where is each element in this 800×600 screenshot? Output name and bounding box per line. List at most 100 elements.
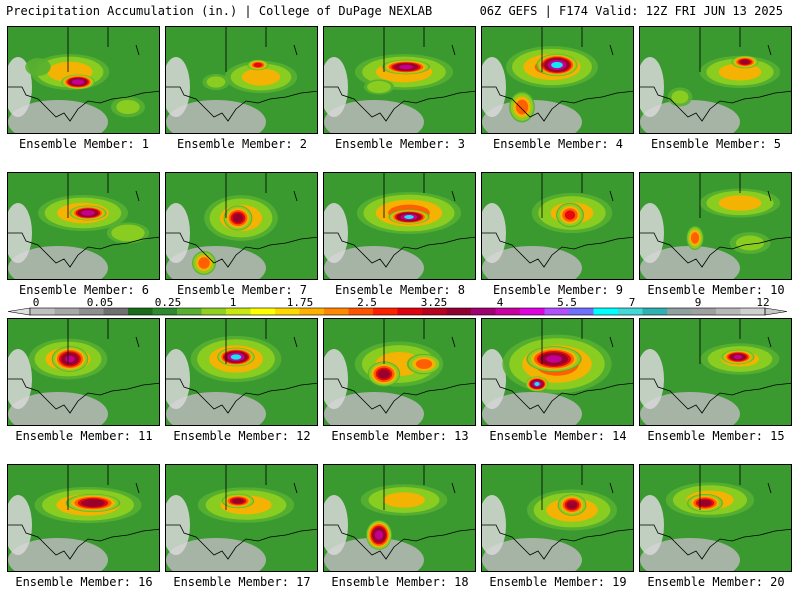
colorbar-swatch — [422, 308, 447, 315]
ensemble-map-panel — [7, 318, 160, 426]
ensemble-member-label: Ensemble Member: 19 — [489, 575, 627, 589]
ensemble-map-panel — [639, 318, 792, 426]
ensemble-member-label: Ensemble Member: 8 — [334, 283, 466, 297]
colorbar-swatch — [152, 308, 178, 315]
ensemble-member-label: Ensemble Member: 20 — [647, 575, 785, 589]
ensemble-member-label: Ensemble Member: 6 — [18, 283, 150, 297]
colorbar-swatch — [30, 308, 55, 315]
valid-time-info: 06Z GEFS | F174 Valid: 12Z FRI JUN 13 20… — [479, 4, 783, 18]
colorbar-tick-label: 5.5 — [557, 296, 577, 309]
ensemble-member-label: Ensemble Member: 14 — [489, 429, 627, 443]
colorbar-swatch — [446, 308, 472, 315]
ensemble-member-label: Ensemble Member: 17 — [173, 575, 311, 589]
colorbar-tick-label: 9 — [695, 296, 702, 309]
colorbar-legend: 0 0.05 0.25 1 1.75 2.5 3.25 4 5.5 7 9 12 — [7, 296, 788, 316]
precip-field — [482, 173, 633, 279]
colorbar-swatch — [79, 308, 104, 315]
colorbar-swatch — [716, 308, 741, 315]
colorbar-swatch — [642, 308, 668, 315]
ensemble-map-panel — [323, 172, 476, 280]
ensemble-member-label: Ensemble Member: 1 — [18, 137, 150, 151]
precip-field — [482, 319, 633, 425]
ensemble-member-label: Ensemble Member: 3 — [334, 137, 466, 151]
precip-field — [8, 465, 159, 571]
colorbar-swatch — [348, 308, 374, 315]
colorbar-swatch — [397, 308, 423, 315]
precip-field — [166, 319, 317, 425]
precip-field — [166, 173, 317, 279]
precip-field — [8, 27, 159, 133]
colorbar-swatch — [250, 308, 276, 315]
colorbar-swatch — [520, 308, 545, 315]
colorbar-swatch — [691, 308, 717, 315]
precip-field — [640, 173, 791, 279]
ensemble-map-panel — [165, 318, 318, 426]
colorbar-swatch — [471, 308, 496, 315]
colorbar-tick-label: 1.75 — [287, 296, 314, 309]
precip-field — [482, 465, 633, 571]
ensemble-member-label: Ensemble Member: 18 — [331, 575, 469, 589]
colorbar-swatch — [569, 308, 594, 315]
precip-field — [640, 27, 791, 133]
ensemble-map-panel — [639, 26, 792, 134]
colorbar-swatch — [373, 308, 398, 315]
colorbar-swatch — [740, 308, 766, 315]
ensemble-member-label: Ensemble Member: 13 — [331, 429, 469, 443]
colorbar-swatch — [495, 308, 521, 315]
colorbar-swatch — [226, 308, 251, 315]
ensemble-member-label: Ensemble Member: 4 — [492, 137, 624, 151]
colorbar-tick-label: 4 — [497, 296, 504, 309]
ensemble-map-panel — [7, 464, 160, 572]
ensemble-map-panel — [481, 318, 634, 426]
colorbar-swatch — [299, 308, 325, 315]
precip-field — [324, 173, 475, 279]
colorbar-swatch — [667, 308, 692, 315]
ensemble-map-panel — [481, 26, 634, 134]
colorbar-tick-label: 0.05 — [87, 296, 114, 309]
page-title: Precipitation Accumulation (in.) | Colle… — [6, 4, 433, 18]
ensemble-member-label: Ensemble Member: 10 — [647, 283, 785, 297]
colorbar-swatch — [544, 308, 570, 315]
colorbar-tick-label: 12 — [756, 296, 769, 309]
colorbar-swatch — [324, 308, 349, 315]
ensemble-map-panel — [639, 172, 792, 280]
precip-field — [640, 319, 791, 425]
colorbar-swatch — [54, 308, 80, 315]
colorbar-left-arrow — [7, 307, 31, 316]
precip-field — [166, 27, 317, 133]
ensemble-map-panel — [639, 464, 792, 572]
ensemble-member-label: Ensemble Member: 11 — [15, 429, 153, 443]
ensemble-member-label: Ensemble Member: 15 — [647, 429, 785, 443]
colorbar-swatch — [593, 308, 619, 315]
colorbar-tick-label: 2.5 — [357, 296, 377, 309]
ensemble-member-label: Ensemble Member: 7 — [176, 283, 308, 297]
colorbar-swatch — [128, 308, 153, 315]
colorbar-swatch — [177, 308, 202, 315]
colorbar-swatch — [103, 308, 129, 315]
ensemble-member-label: Ensemble Member: 2 — [176, 137, 308, 151]
ensemble-map-panel — [165, 464, 318, 572]
precip-field — [640, 465, 791, 571]
ensemble-map-panel — [481, 464, 634, 572]
colorbar-tick-label: 0.25 — [155, 296, 182, 309]
precip-field — [324, 465, 475, 571]
ensemble-member-label: Ensemble Member: 16 — [15, 575, 153, 589]
ensemble-map-panel — [323, 318, 476, 426]
precip-field — [324, 27, 475, 133]
ensemble-map-panel — [7, 26, 160, 134]
ensemble-map-panel — [323, 26, 476, 134]
colorbar-right-arrow — [764, 307, 788, 316]
precip-field — [8, 319, 159, 425]
precip-field — [8, 173, 159, 279]
colorbar-tick-label: 3.25 — [421, 296, 448, 309]
ensemble-map-panel — [323, 464, 476, 572]
colorbar-tick-label: 1 — [230, 296, 237, 309]
ensemble-map-panel — [165, 172, 318, 280]
ensemble-member-label: Ensemble Member: 9 — [492, 283, 624, 297]
ensemble-map-panel — [7, 172, 160, 280]
colorbar-tick-label: 0 — [33, 296, 40, 309]
colorbar-tick-label: 7 — [629, 296, 636, 309]
precip-field — [324, 319, 475, 425]
colorbar-swatch — [275, 308, 300, 315]
ensemble-member-label: Ensemble Member: 5 — [650, 137, 782, 151]
